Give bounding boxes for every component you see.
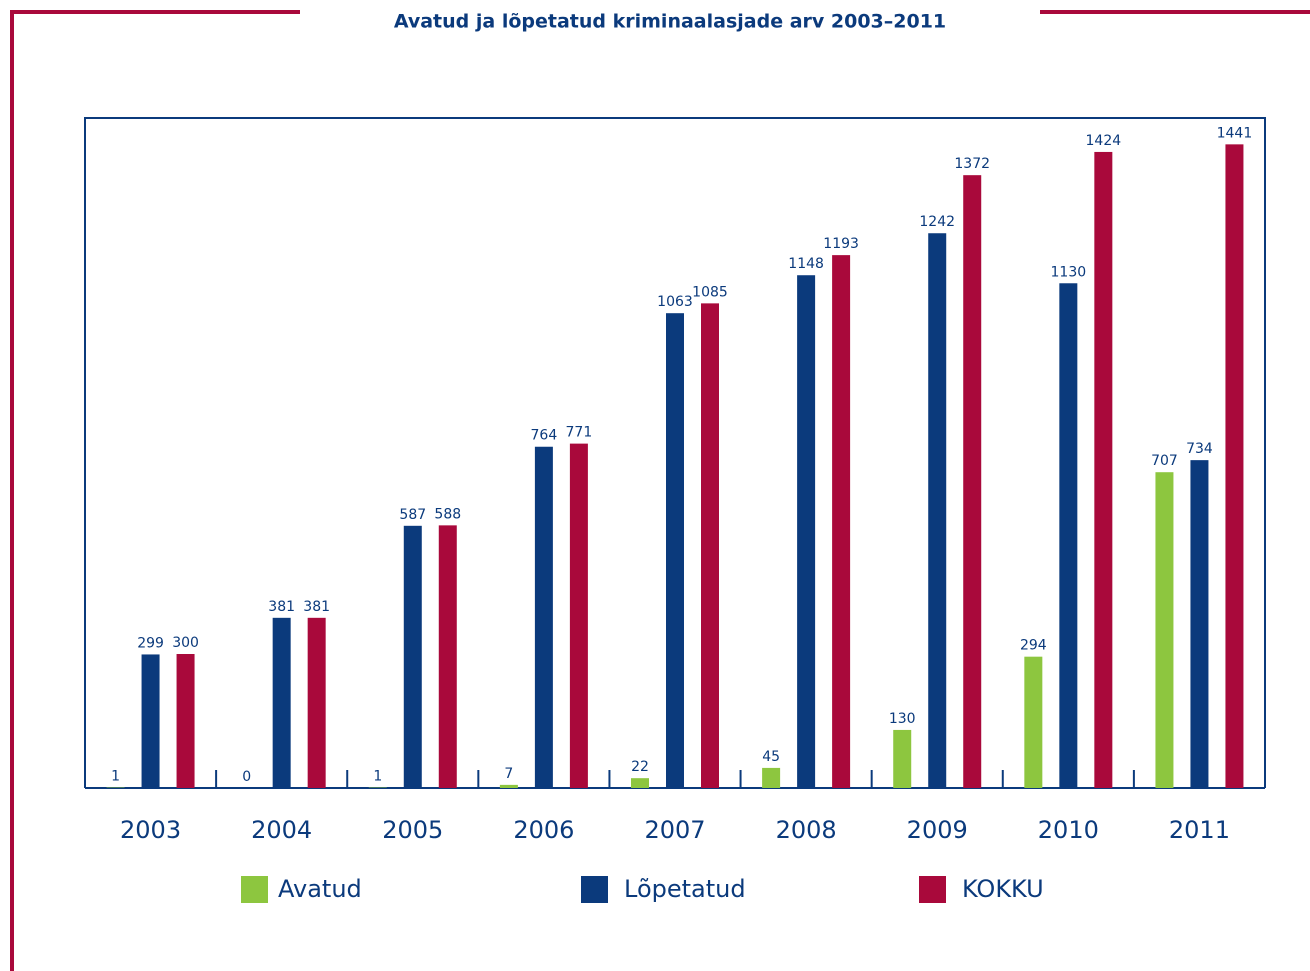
bar [701,303,719,788]
data-label: 587 [399,507,426,523]
legend-swatch [581,876,608,903]
data-label: 1424 [1086,133,1122,149]
bar [569,443,588,788]
legend-label: KOKKU [962,875,1044,903]
bar [1094,151,1113,789]
data-label: 771 [566,425,593,441]
data-label: 381 [303,599,330,615]
data-label: 1085 [692,284,728,300]
data-label: 1 [373,769,382,785]
data-label: 7 [504,766,513,782]
plot-frame [84,117,1266,788]
bar [534,446,553,788]
bar [832,255,851,789]
x-tick-label: 2005 [382,816,443,844]
data-label: 707 [1151,453,1178,469]
bar [631,778,649,788]
bar [272,617,291,788]
bar [1155,472,1174,788]
bar [666,313,684,788]
bar [762,767,781,788]
x-tick-label: 2008 [776,816,837,844]
chart-title: Avatud ja lõpetatud kriminaalasjade arv … [394,11,946,33]
data-label: 588 [434,506,461,522]
x-tick-label: 2003 [120,816,181,844]
legend-swatch [919,876,946,903]
bar [1225,144,1244,788]
x-tick-label: 2007 [644,816,705,844]
bar [438,525,457,788]
bar [1024,656,1043,788]
bar [893,729,912,788]
x-tick-label: 2010 [1038,816,1099,844]
data-label: 300 [172,635,199,651]
data-label: 734 [1186,441,1213,457]
data-label: 45 [762,749,780,765]
data-label: 1441 [1217,125,1253,141]
bar [928,233,947,789]
x-tick-label: 2004 [251,816,312,844]
data-label: 1193 [823,236,859,252]
data-label: 1242 [919,214,955,230]
bar [307,617,326,788]
data-label: 0 [242,769,251,785]
data-label: 381 [268,599,295,615]
data-label: 299 [137,635,164,651]
data-label: 1063 [657,294,693,310]
bar [176,654,195,788]
x-tick-label: 2011 [1169,816,1230,844]
data-label: 764 [531,428,558,444]
data-label: 1130 [1051,264,1087,280]
bar [1190,460,1209,788]
bar [1059,283,1078,788]
data-label: 1148 [788,256,824,272]
bar [499,784,518,788]
x-tick-label: 2009 [907,816,968,844]
data-label: 22 [631,759,649,775]
bar [141,654,160,788]
data-label: 1372 [954,156,990,172]
data-label: 1 [111,769,120,785]
legend-label: Lõpetatud [624,875,746,903]
x-tick-label: 2006 [513,816,574,844]
data-label: 294 [1020,638,1047,654]
bar [797,275,816,788]
bar [963,175,982,788]
legend-swatch [241,876,268,903]
data-label: 130 [889,711,916,727]
bar [403,525,422,788]
legend-label: Avatud [278,875,362,903]
